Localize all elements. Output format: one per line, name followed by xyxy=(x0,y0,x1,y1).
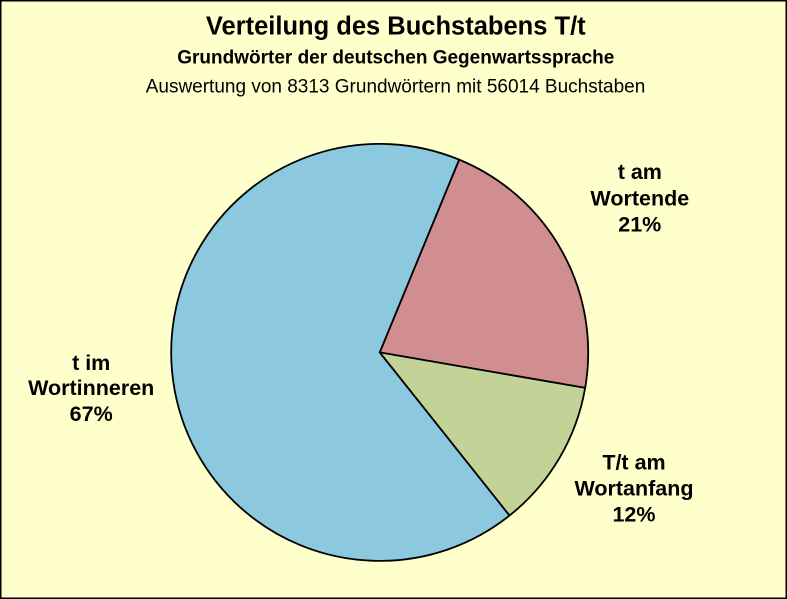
svg-text:t im: t im xyxy=(72,351,110,375)
svg-text:Wortinneren: Wortinneren xyxy=(28,376,154,400)
svg-text:Grundwörter der deutschen Gege: Grundwörter der deutschen Gegenwartsspra… xyxy=(177,47,614,68)
svg-text:21%: 21% xyxy=(618,213,661,237)
svg-text:Auswertung von 8313 Grundwörte: Auswertung von 8313 Grundwörtern mit 560… xyxy=(146,76,646,97)
svg-text:t am: t am xyxy=(618,160,662,184)
svg-text:Wortende: Wortende xyxy=(590,186,689,210)
svg-text:12%: 12% xyxy=(612,502,655,526)
svg-text:Verteilung des Buchstabens T/t: Verteilung des Buchstabens T/t xyxy=(206,13,586,41)
svg-text:67%: 67% xyxy=(70,402,113,426)
svg-text:T/t am: T/t am xyxy=(602,451,665,475)
svg-text:Wortanfang: Wortanfang xyxy=(574,477,693,501)
